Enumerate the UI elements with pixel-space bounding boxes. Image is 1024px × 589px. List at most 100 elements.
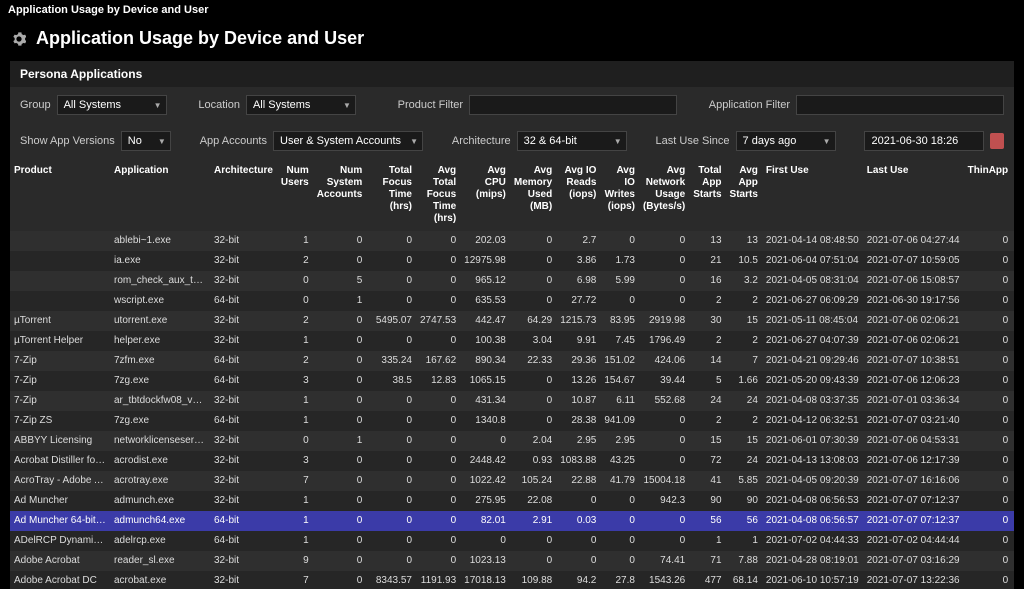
column-header[interactable]: ThinApp (964, 159, 1013, 231)
table-cell: 2 (689, 291, 725, 311)
table-row[interactable]: Acrobat Distiller for Windowsacrodist.ex… (10, 451, 1014, 471)
table-cell: 0 (366, 471, 416, 491)
table-cell: 43.25 (600, 451, 639, 471)
calendar-icon[interactable] (990, 133, 1004, 149)
table-cell: 0 (416, 551, 460, 571)
table-row[interactable]: 7-Zip7zfm.exe64-bit20335.24167.62890.342… (10, 351, 1014, 371)
table-cell: 1543.26 (639, 571, 689, 589)
table-cell: 2021-07-02 04:44:44 (863, 531, 964, 551)
table-cell: 0 (964, 391, 1013, 411)
gear-icon[interactable] (12, 32, 26, 46)
group-value: All Systems (64, 99, 121, 111)
application-filter-input[interactable] (796, 95, 1004, 115)
column-header[interactable]: Architecture (210, 159, 277, 231)
table-cell: 0 (366, 431, 416, 451)
column-header[interactable]: Avg App Starts (726, 159, 762, 231)
table-cell: 0.03 (556, 511, 600, 531)
table-cell: 0 (277, 291, 313, 311)
table-cell: 2021-04-08 06:56:53 (762, 491, 863, 511)
table-row[interactable]: Ad Muncher 64-bit Hook Launcheradmunch64… (10, 511, 1014, 531)
column-header[interactable]: Avg Memory Used (MB) (510, 159, 556, 231)
product-filter-input[interactable] (469, 95, 677, 115)
table-cell: 2021-04-05 09:20:39 (762, 471, 863, 491)
table-cell: 39.44 (639, 371, 689, 391)
table-cell: 1 (277, 231, 313, 251)
column-header[interactable]: Total Focus Time (hrs) (366, 159, 416, 231)
table-cell: 8343.57 (366, 571, 416, 589)
last-use-since-select[interactable]: 7 days ago (736, 131, 836, 151)
column-header[interactable]: Application (110, 159, 210, 231)
table-cell: 2021-07-07 13:22:36 (863, 571, 964, 589)
table-row[interactable]: rom_check_aux_tool.exe32-bit0500965.1206… (10, 271, 1014, 291)
table-cell: 0 (639, 231, 689, 251)
table-cell: 2021-07-02 04:44:33 (762, 531, 863, 551)
table-cell: 0 (416, 271, 460, 291)
column-header[interactable]: Avg Total Focus Time (hrs) (416, 159, 460, 231)
table-row[interactable]: Adobe Acrobatreader_sl.exe32-bit90001023… (10, 551, 1014, 571)
table-row[interactable]: Adobe Acrobat DCacrobat.exe32-bit708343.… (10, 571, 1014, 589)
table-cell: 2021-04-08 03:37:35 (762, 391, 863, 411)
show-app-versions-select[interactable]: No (121, 131, 171, 151)
group-select[interactable]: All Systems (57, 95, 167, 115)
column-header[interactable]: Avg Network Usage (Bytes/s) (639, 159, 689, 231)
table-row[interactable]: 7-Zip7zg.exe64-bit3038.512.831065.15013.… (10, 371, 1014, 391)
table-cell: 167.62 (416, 351, 460, 371)
column-header[interactable]: Avg IO Reads (iops) (556, 159, 600, 231)
date-input[interactable] (864, 131, 984, 151)
table-row[interactable]: µTorrent Helperhelper.exe32-bit1000100.3… (10, 331, 1014, 351)
table-cell: 2021-06-01 07:30:39 (762, 431, 863, 451)
table-cell: wscript.exe (110, 291, 210, 311)
column-header[interactable]: Last Use (863, 159, 964, 231)
column-header[interactable]: Product (10, 159, 110, 231)
table-row[interactable]: ablebi~1.exe32-bit1000202.0302.700131320… (10, 231, 1014, 251)
table-cell: 0 (964, 451, 1013, 471)
table-cell: 941.09 (600, 411, 639, 431)
table-cell: 7-Zip ZS (10, 411, 110, 431)
app-accounts-select[interactable]: User & System Accounts (273, 131, 423, 151)
table-row[interactable]: ABBYY Licensingnetworklicenseserver.exe3… (10, 431, 1014, 451)
table-cell: 32-bit (210, 491, 277, 511)
column-header[interactable]: Avg CPU (mips) (460, 159, 510, 231)
table-cell: 7-Zip (10, 371, 110, 391)
column-header[interactable]: Total App Starts (689, 159, 725, 231)
table-cell: utorrent.exe (110, 311, 210, 331)
column-header[interactable]: Avg IO Writes (iops) (600, 159, 639, 231)
app-accounts-label: App Accounts (200, 135, 267, 147)
table-cell: 0 (313, 231, 367, 251)
table-cell: 0 (639, 511, 689, 531)
table-row[interactable]: 7-Zip ZS7zg.exe64-bit10001340.8028.38941… (10, 411, 1014, 431)
table-cell: 1340.8 (460, 411, 510, 431)
column-header[interactable]: AppV (1012, 159, 1014, 231)
table-row[interactable]: ADelRCP Dynamic Link Libraryadelrcp.exe6… (10, 531, 1014, 551)
table-cell: 0 (416, 331, 460, 351)
column-header[interactable]: Num Users (277, 159, 313, 231)
table-cell: 32-bit (210, 451, 277, 471)
table-row[interactable]: ia.exe32-bit200012975.9803.861.7302110.5… (10, 251, 1014, 271)
architecture-select[interactable]: 32 & 64-bit (517, 131, 627, 151)
table-row[interactable]: µTorrentutorrent.exe32-bit205495.072747.… (10, 311, 1014, 331)
table-cell: 0 (366, 291, 416, 311)
column-header[interactable]: First Use (762, 159, 863, 231)
table-cell: 2021-04-14 08:48:50 (762, 231, 863, 251)
table-cell: 1 (277, 411, 313, 431)
table-cell: 2021-04-05 08:31:04 (762, 271, 863, 291)
table-row[interactable]: wscript.exe64-bit0100635.53027.720022202… (10, 291, 1014, 311)
table-cell: 2021-06-04 07:51:04 (762, 251, 863, 271)
table-cell: 0 (964, 551, 1013, 571)
location-select[interactable]: All Systems (246, 95, 356, 115)
table-cell: 0 (313, 311, 367, 331)
table-cell: 0 (1012, 311, 1014, 331)
table-cell: 2021-06-27 04:07:39 (762, 331, 863, 351)
table-cell: 7zg.exe (110, 371, 210, 391)
table-row[interactable]: AcroTray - Adobe Acrobat Distilleracrotr… (10, 471, 1014, 491)
table-row[interactable]: 7-Zipar_tbtdockfw08_version.exe32-bit100… (10, 391, 1014, 411)
column-header[interactable]: Num System Accounts (313, 159, 367, 231)
table-cell: 83.95 (600, 311, 639, 331)
table-cell: acrotray.exe (110, 471, 210, 491)
table-cell: 0 (366, 331, 416, 351)
table-row[interactable]: Ad Muncheradmunch.exe32-bit1000275.9522.… (10, 491, 1014, 511)
table-cell: 0 (313, 471, 367, 491)
table-cell: 2 (277, 311, 313, 331)
title-row: Application Usage by Device and User (0, 20, 1024, 57)
table-cell: 0 (600, 531, 639, 551)
